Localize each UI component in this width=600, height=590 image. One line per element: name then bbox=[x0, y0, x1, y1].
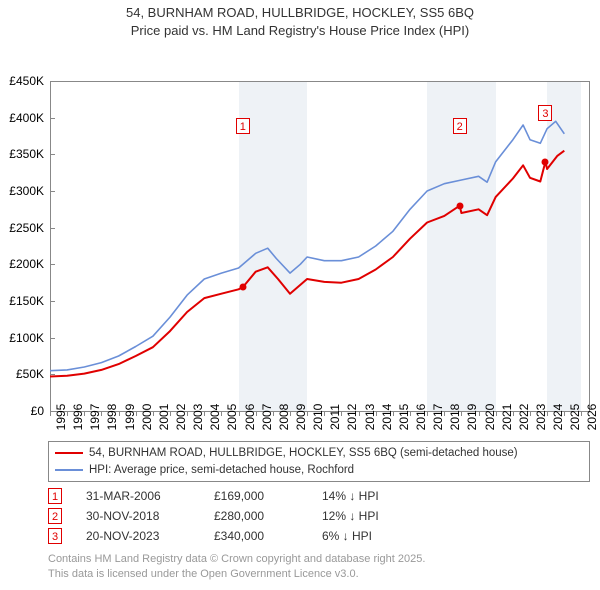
footnote: Contains HM Land Registry data © Crown c… bbox=[48, 552, 590, 581]
sale-dot-3 bbox=[542, 158, 549, 165]
legend-swatch bbox=[55, 469, 83, 471]
sale-date: 30-NOV-2018 bbox=[86, 509, 196, 523]
sale-marker-1: 1 bbox=[236, 118, 250, 134]
sale-delta: 14% ↓ HPI bbox=[322, 489, 432, 503]
legend-label: HPI: Average price, semi-detached house,… bbox=[89, 462, 354, 479]
chart-area: £0£50K£100K£150K£200K£250K£300K£350K£400… bbox=[0, 39, 600, 439]
footnote-line-1: Contains HM Land Registry data © Crown c… bbox=[48, 552, 590, 566]
legend: 54, BURNHAM ROAD, HULLBRIDGE, HOCKLEY, S… bbox=[48, 441, 590, 482]
sale-row: 1 31-MAR-2006 £169,000 14% ↓ HPI bbox=[48, 486, 590, 506]
sale-delta: 12% ↓ HPI bbox=[322, 509, 432, 523]
chart-title-block: 54, BURNHAM ROAD, HULLBRIDGE, HOCKLEY, S… bbox=[0, 0, 600, 39]
series-svg bbox=[0, 39, 600, 439]
sale-price: £169,000 bbox=[214, 489, 304, 503]
sale-delta: 6% ↓ HPI bbox=[322, 529, 432, 543]
sale-date: 31-MAR-2006 bbox=[86, 489, 196, 503]
sales-table: 1 31-MAR-2006 £169,000 14% ↓ HPI 2 30-NOV-201… bbox=[48, 486, 590, 546]
sale-date: 20-NOV-2023 bbox=[86, 529, 196, 543]
legend-item: HPI: Average price, semi-detached house,… bbox=[55, 462, 583, 479]
sale-row: 2 30-NOV-2018 £280,000 12% ↓ HPI bbox=[48, 506, 590, 526]
sale-dot-1 bbox=[239, 284, 246, 291]
sale-marker-3: 3 bbox=[538, 105, 552, 121]
sale-index-box: 3 bbox=[48, 528, 62, 544]
sale-index-box: 1 bbox=[48, 488, 62, 504]
legend-item: 54, BURNHAM ROAD, HULLBRIDGE, HOCKLEY, S… bbox=[55, 445, 583, 462]
legend-swatch bbox=[55, 452, 83, 454]
title-line-2: Price paid vs. HM Land Registry's House … bbox=[0, 22, 600, 40]
title-line-1: 54, BURNHAM ROAD, HULLBRIDGE, HOCKLEY, S… bbox=[0, 4, 600, 22]
sale-marker-2: 2 bbox=[453, 118, 467, 134]
sale-index-box: 2 bbox=[48, 508, 62, 524]
sale-dot-2 bbox=[456, 202, 463, 209]
sale-price: £340,000 bbox=[214, 529, 304, 543]
series-hpi bbox=[50, 121, 564, 370]
sale-price: £280,000 bbox=[214, 509, 304, 523]
legend-label: 54, BURNHAM ROAD, HULLBRIDGE, HOCKLEY, S… bbox=[89, 445, 518, 462]
sale-row: 3 20-NOV-2023 £340,000 6% ↓ HPI bbox=[48, 526, 590, 546]
footnote-line-2: This data is licensed under the Open Gov… bbox=[48, 567, 590, 581]
series-price_paid bbox=[50, 151, 564, 377]
